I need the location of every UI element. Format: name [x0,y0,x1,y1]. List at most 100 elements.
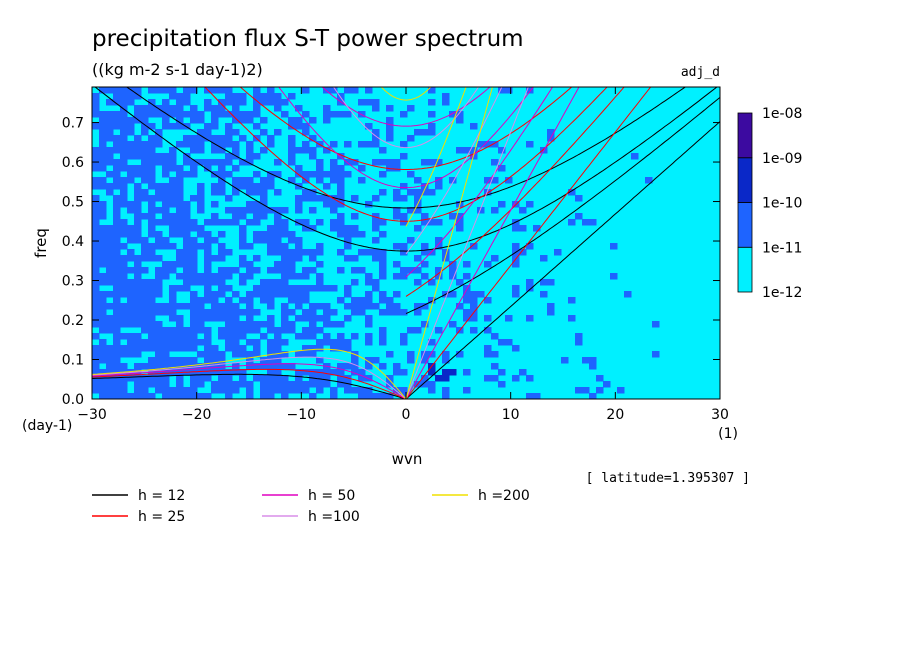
field-cell [365,291,373,298]
field-cell [113,333,121,340]
field-cell [106,363,114,370]
field-cell [477,141,485,148]
field-cell [281,309,289,316]
field-cell [239,93,247,100]
field-cell [253,345,261,352]
field-cell [239,321,247,328]
field-cell [246,267,254,274]
field-cell [232,387,240,394]
field-cell [302,87,310,94]
field-cell [372,105,380,112]
field-cell [302,345,310,352]
x-tick-label: 20 [606,407,624,423]
field-cell [99,279,107,286]
field-cell [148,105,156,112]
field-cell [148,297,156,304]
field-cell [113,111,121,118]
field-cell [344,231,352,238]
field-cell [134,135,142,142]
field-cell [309,195,317,202]
field-cell [141,129,149,136]
field-cell [183,93,191,100]
field-cell [330,339,338,346]
field-cell [484,345,492,352]
field-cell [225,345,233,352]
field-cell [183,345,191,352]
field-cell [106,171,114,178]
rossby-wave-curve-h100 [92,356,407,399]
field-cell [323,117,331,124]
field-cell [162,267,170,274]
field-cell [309,393,317,399]
field-cell [190,219,198,226]
field-cell [547,129,555,136]
field-cell [379,147,387,154]
field-cell [386,123,394,130]
field-cell [120,309,128,316]
field-cell [176,123,184,130]
field-cell [232,345,240,352]
field-cell [344,111,352,118]
field-cell [365,141,373,148]
field-cell [162,87,170,94]
field-cell [211,357,219,364]
field-cell [155,135,163,142]
field-cell [176,333,184,340]
field-cell [211,87,219,94]
field-cell [176,225,184,232]
field-cell [288,237,296,244]
field-cell [281,381,289,388]
field-cell [309,171,317,178]
field-cell [281,273,289,280]
field-cell [260,285,268,292]
field-cell [393,309,401,316]
field-cell [183,279,191,286]
field-cell [302,249,310,256]
field-cell [148,375,156,382]
field-cell [162,183,170,190]
field-cell [358,249,366,256]
field-cell [239,279,247,286]
field-cell [190,171,198,178]
field-cell [162,237,170,244]
field-cell [337,381,345,388]
field-cell [162,327,170,334]
field-cell [449,273,457,280]
field-cell [540,255,548,262]
field-cell [211,297,219,304]
field-cell [386,135,394,142]
field-cell [218,249,226,256]
field-cell [274,339,282,346]
field-cell [155,387,163,394]
field-cell [176,105,184,112]
dispersion-curves [92,87,720,399]
field-cell [526,87,534,94]
field-cell [400,249,408,256]
field-cell [106,261,114,268]
field-cell [141,279,149,286]
field-cell [120,159,128,166]
field-cell [372,393,380,399]
field-cell [596,375,604,382]
field-cell [127,129,135,136]
colorbar-segment [737,246,753,293]
field-cell [106,249,114,256]
field-cell [239,117,247,124]
field-cell [512,291,520,298]
field-cell [113,117,121,124]
field-cell [218,177,226,184]
field-cell [232,105,240,112]
field-cell [421,321,429,328]
field-cell [421,357,429,364]
field-cell [190,237,198,244]
field-cell [190,291,198,298]
field-cell [113,321,121,328]
field-cell [344,141,352,148]
field-cell [288,387,296,394]
field-cell [281,387,289,394]
field-cell [99,261,107,268]
field-cell [169,315,177,322]
field-cell [316,357,324,364]
field-cell [414,267,422,274]
